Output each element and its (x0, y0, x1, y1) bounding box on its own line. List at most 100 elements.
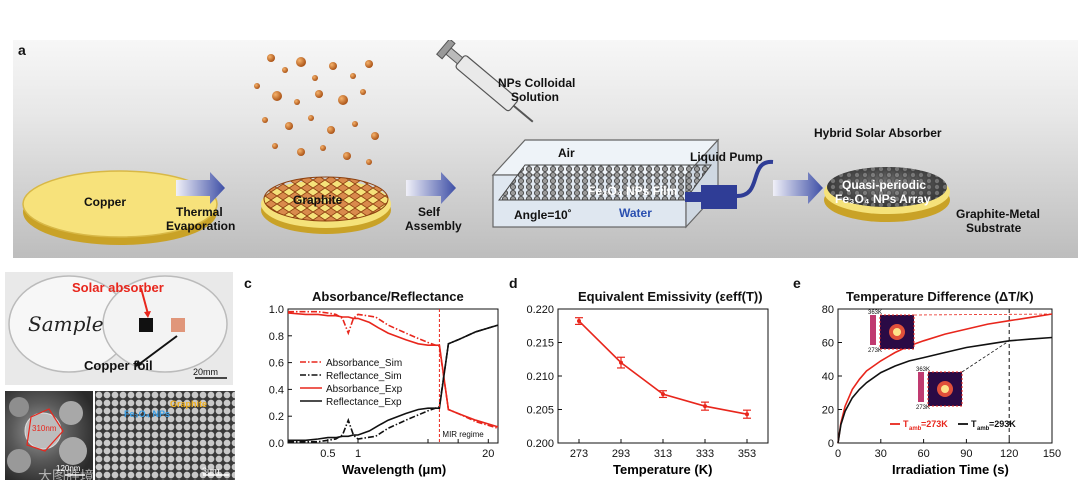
data-point (619, 360, 623, 365)
y-tick-label: 0.220 (526, 304, 554, 316)
inset-293k-border (927, 371, 963, 407)
syringe (436, 40, 534, 123)
air-label: Air (558, 146, 575, 160)
inset-293k-leader (961, 340, 1010, 373)
sample-handwriting: Sample (28, 312, 104, 336)
y-tick-label: 80 (822, 304, 834, 316)
step1-line1: Thermal (176, 205, 223, 219)
sem-measure-label: 310nm (32, 424, 57, 433)
legend-label: Reflectance_Sim (326, 371, 402, 382)
y-tick-label: 0.215 (526, 338, 554, 350)
copper-label: Copper (84, 195, 126, 209)
y-tick-label: 0.0 (269, 438, 284, 450)
syringe-label-line1: NPs Colloidal (498, 76, 576, 90)
panel-a-label: a (18, 42, 26, 58)
inset-273k-top-label: 363K (868, 310, 882, 316)
data-point (745, 412, 749, 417)
solar-absorber-square (139, 318, 153, 332)
x-tick-label: 0.5 (320, 448, 335, 460)
y-tick-label: 1.0 (269, 304, 284, 316)
sem-overview (95, 391, 235, 480)
step2-line1: Self (418, 205, 441, 219)
angle-label: Angle=10˚ (514, 208, 572, 222)
sample-photo-graphics (8, 275, 228, 379)
panel-e-label: e (793, 275, 801, 291)
legend-value: =273K (921, 419, 948, 429)
copper-foil-label: Copper foil (84, 358, 153, 373)
x-tick-label: 60 (917, 448, 929, 460)
evaporating-particles (254, 54, 379, 165)
legend-subscript: amb (909, 426, 922, 432)
step2-line2: Assembly (405, 219, 462, 233)
legend-label: T (971, 419, 977, 429)
pump-label: Liquid Pump (690, 150, 763, 164)
chart-d-xlabel: Temperature (K) (613, 462, 713, 477)
film-label: Fe₃O₄ NPs Film (588, 184, 678, 198)
mir-regime-label: MIR regime (442, 430, 484, 439)
nps-tag: Fe₃O₄ NPs (124, 409, 170, 419)
series-line-absorbance-sim (288, 310, 499, 430)
liquid-pump (685, 159, 774, 209)
x-tick-label: 0 (835, 448, 841, 460)
chart-e-title: Temperature Difference (ΔT/K) (846, 289, 1034, 304)
legend-subscript: amb (977, 426, 990, 432)
y-tick-label: 0.8 (269, 331, 284, 343)
sem-closeup-graphics (7, 397, 87, 476)
panel-d-label: d (509, 275, 518, 291)
inset-273k-core (893, 328, 901, 336)
sem-closeup (5, 391, 93, 480)
x-tick-label: 1 (355, 448, 361, 460)
substrate-line2: Substrate (966, 221, 1022, 235)
syringe-label-line2: Solution (511, 90, 559, 104)
y-tick-label: 60 (822, 338, 834, 350)
chart-d: 273 293 313 333 353 0.200 0.205 0.210 0.215 0.220 (526, 304, 769, 460)
solar-absorber-label: Solar absorber (72, 280, 164, 295)
graphite-disk (261, 176, 391, 234)
data-point (661, 392, 665, 397)
legend-value: =293K (989, 419, 1016, 429)
plot-frame (557, 308, 769, 444)
x-tick-label: 20 (482, 448, 494, 460)
scale-bar-label: 20mm (193, 367, 219, 377)
disk-text-line2: Fe₃O₄ NPs Array (835, 192, 931, 206)
watermark: 大图胜境 (38, 468, 94, 484)
sem-overview-graphics (203, 474, 229, 476)
data-point (703, 404, 707, 409)
step1-line2: Evaporation (166, 219, 236, 233)
y-tick-label: 0.4 (269, 384, 284, 396)
y-tick-label: 20 (822, 405, 834, 417)
x-tick-label: 90 (960, 448, 972, 460)
series-line-absorbance-exp (287, 312, 499, 428)
y-tick-label: 0.200 (526, 438, 554, 450)
inset-273k-leader (913, 313, 1053, 316)
panel-c-label: c (244, 275, 252, 291)
y-tick-label: 0.205 (526, 405, 554, 417)
x-tick-label: 333 (696, 448, 714, 460)
series-line-tamb-293k (837, 336, 1053, 444)
inset-293k-core (941, 385, 949, 393)
series-line-emissivity (578, 320, 748, 415)
legend-label: T (903, 419, 909, 429)
sample-photo (5, 272, 233, 385)
x-tick-label: 273 (570, 448, 588, 460)
series-line-reflectance-exp (288, 324, 499, 442)
y-tick-label: 0.210 (526, 371, 554, 383)
hybrid-label: Hybrid Solar Absorber (814, 126, 942, 140)
data-point (577, 319, 581, 324)
water-tank (491, 138, 720, 229)
substrate-line1: Graphite-Metal (956, 207, 1041, 221)
inset-293k-bottom-label: 273K (916, 405, 930, 411)
chart-e-xlabel: Irradiation Time (s) (892, 462, 1009, 477)
graphite-label: Graphite (293, 193, 343, 207)
chart-c-xlabel: Wavelength (μm) (342, 462, 447, 477)
y-tick-label: 40 (822, 371, 834, 383)
process-arrow (406, 172, 456, 204)
x-tick-label: 120 (1000, 448, 1018, 460)
plot-frame (287, 308, 499, 444)
sem-closeup-scale: 120nm (56, 464, 81, 473)
y-tick-label: 0.6 (269, 358, 284, 370)
chart-d-title: Equivalent Emissivity (εeff(T)) (578, 289, 763, 304)
water-label: Water (619, 206, 652, 220)
chart-e: 0 30 60 90 120 150 0 20 40 60 80 363K 273K 363K 273K T a… (822, 304, 1061, 460)
inset-273k-colorbar (870, 315, 876, 345)
